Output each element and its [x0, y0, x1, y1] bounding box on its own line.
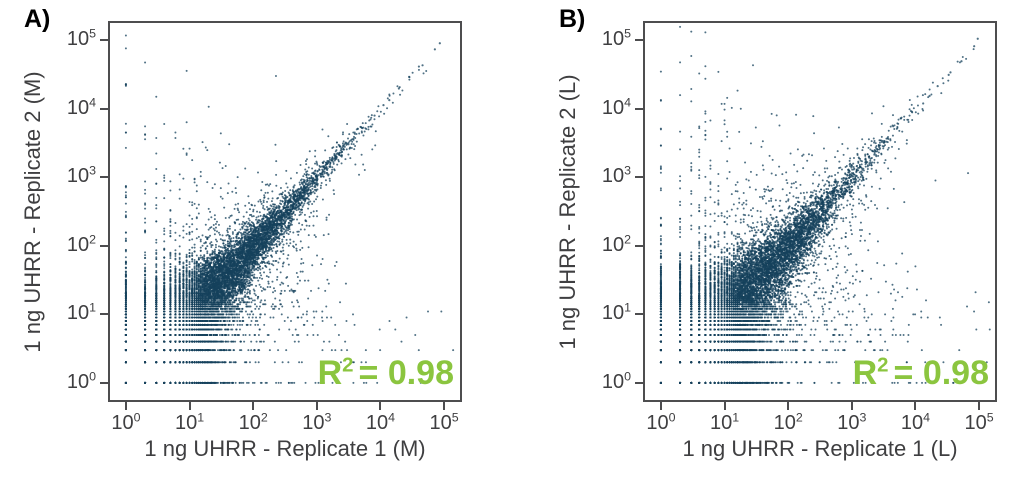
x-tick-mark	[978, 402, 981, 410]
r-squared-value: = 0.98	[358, 354, 454, 392]
panel-b: B) 1 ng UHRR - Replicate 2 (L) R2 = 0.98 …	[535, 0, 1024, 494]
x-tick-mark	[379, 402, 382, 410]
plot-area: R2 = 0.98	[108, 21, 462, 402]
x-tick-label: 104	[900, 410, 931, 434]
x-tick-label: 101	[709, 410, 740, 434]
r-squared-value: = 0.98	[893, 354, 989, 392]
y-tick-label: 101	[601, 300, 631, 325]
x-tick-label: 103	[302, 410, 332, 434]
y-tick-mark	[100, 39, 108, 42]
y-tick-label: 100	[66, 369, 96, 393]
x-tick-label: 102	[238, 410, 268, 434]
y-tick-label: 104	[601, 95, 631, 119]
y-tick-label: 103	[66, 163, 96, 188]
y-tick-label: 100	[601, 369, 631, 393]
y-tick-label: 102	[66, 232, 96, 256]
y-tick-label: 101	[66, 300, 96, 325]
panel-a-label: A)	[24, 5, 51, 33]
x-axis-label: 1 ng UHRR - Replicate 1 (L)	[682, 436, 958, 461]
x-tick-label: 101	[174, 410, 205, 434]
r-squared-prefix: R	[852, 354, 878, 392]
x-tick-label: 102	[773, 410, 803, 434]
y-tick-mark	[635, 39, 643, 42]
x-tick-mark	[188, 402, 191, 410]
x-tick-mark	[443, 402, 446, 410]
x-tick-mark	[252, 402, 255, 410]
r-squared-exponent: 2	[342, 354, 354, 377]
scatter-points-canvas	[645, 23, 995, 400]
x-tick-mark	[659, 402, 662, 410]
x-tick-label: 105	[429, 410, 459, 434]
panel-b-label: B)	[559, 5, 586, 33]
x-tick-mark	[315, 402, 318, 410]
x-tick-mark	[914, 402, 917, 410]
r-squared-annotation: R2 = 0.98	[317, 354, 454, 392]
y-tick-label: 103	[601, 163, 631, 188]
r-squared-exponent: 2	[877, 354, 889, 377]
x-tick-mark	[850, 402, 853, 410]
y-tick-mark	[100, 244, 108, 247]
x-axis-label: 1 ng UHRR - Replicate 1 (M)	[144, 436, 426, 461]
y-tick-mark	[635, 107, 643, 110]
y-tick-mark	[635, 244, 643, 247]
x-tick-label: 103	[837, 410, 867, 434]
y-tick-label: 105	[601, 26, 631, 51]
x-tick-label: 104	[365, 410, 396, 434]
x-tick-label: 100	[111, 410, 141, 434]
y-tick-mark	[100, 381, 108, 384]
panel-a: A) 1 ng UHRR - Replicate 2 (M) R2 = 0.98 …	[0, 0, 490, 494]
x-tick-mark	[723, 402, 726, 410]
x-tick-label: 100	[646, 410, 676, 434]
y-tick-mark	[635, 381, 643, 384]
y-tick-label: 105	[66, 26, 96, 51]
scatter-points-canvas	[110, 23, 460, 400]
y-tick-mark	[100, 313, 108, 316]
y-tick-mark	[635, 176, 643, 179]
r-squared-annotation: R2 = 0.98	[852, 354, 989, 392]
x-tick-mark	[124, 402, 127, 410]
x-tick-mark	[787, 402, 790, 410]
y-tick-mark	[100, 107, 108, 110]
y-tick-mark	[635, 313, 643, 316]
r-squared-prefix: R	[317, 354, 343, 392]
y-tick-label: 102	[601, 232, 631, 256]
y-tick-label: 104	[66, 95, 96, 119]
x-tick-label: 105	[964, 410, 994, 434]
plot-area: R2 = 0.98	[643, 21, 997, 402]
y-tick-mark	[100, 176, 108, 179]
